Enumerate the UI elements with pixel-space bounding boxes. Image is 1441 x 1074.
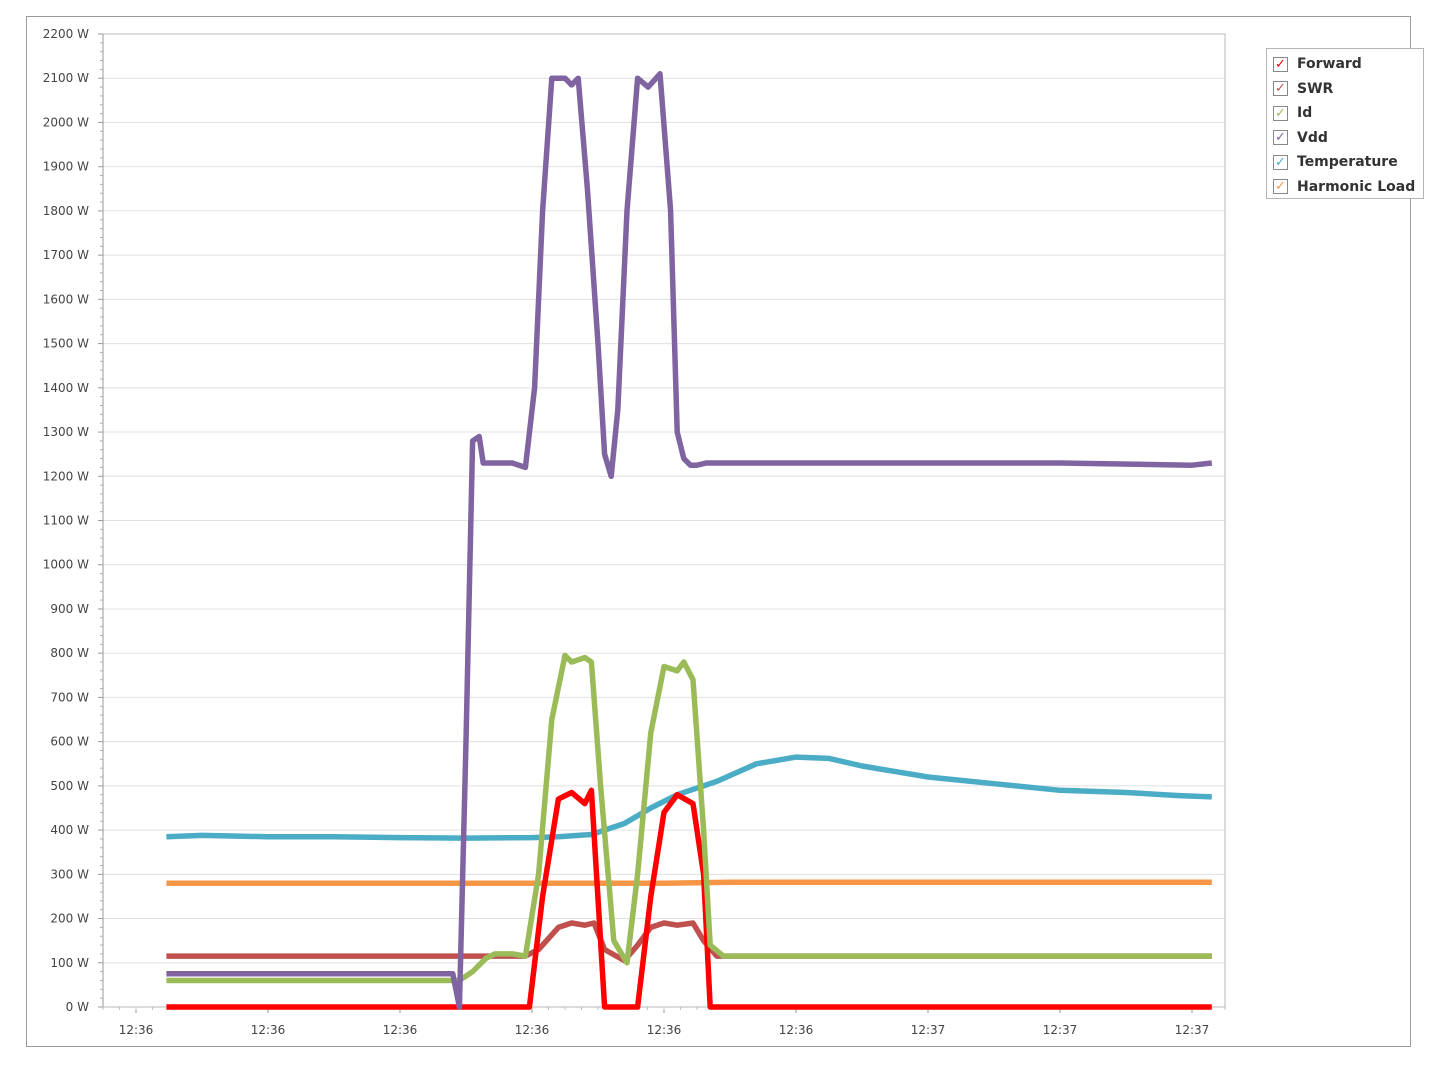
y-tick-label: 1500 W: [43, 337, 89, 351]
y-tick-label: 1600 W: [43, 292, 89, 306]
y-tick-label: 1100 W: [43, 514, 89, 528]
y-tick-label: 0 W: [66, 1000, 89, 1014]
y-tick-label: 600 W: [50, 735, 89, 749]
checkbox-icon[interactable]: ✓: [1273, 105, 1288, 121]
legend-label: Harmonic Load: [1297, 178, 1416, 195]
legend-item-temperature[interactable]: ✓ Temperature: [1273, 150, 1423, 175]
y-tick-label: 1900 W: [43, 160, 89, 174]
legend-label: Id: [1297, 105, 1313, 122]
y-tick-label: 300 W: [50, 867, 89, 881]
series-line-id: [166, 652, 1212, 984]
y-tick-label: 1800 W: [43, 204, 89, 218]
y-tick-label: 200 W: [50, 912, 89, 926]
line-chart: 0 W 100 W 200 W 300 W 400 W 500 W 600 W 700 W 80…: [43, 27, 1226, 1037]
chart-frame: 0 W 100 W 200 W 300 W 400 W 500 W 600 W 700 W 80…: [26, 16, 1424, 1047]
x-tick-label: 12:36: [119, 1023, 154, 1037]
y-tick-label: 1700 W: [43, 248, 89, 262]
x-tick-label: 12:37: [1043, 1023, 1078, 1037]
y-tick-label: 1000 W: [43, 558, 89, 572]
legend-label: Forward: [1297, 56, 1362, 73]
legend-item-swr[interactable]: ✓ SWR: [1273, 77, 1423, 102]
checkbox-icon[interactable]: ✓: [1273, 56, 1288, 72]
axes: [98, 33, 1226, 1013]
checkbox-icon[interactable]: ✓: [1273, 154, 1288, 170]
series-line-vdd: [166, 71, 1213, 1010]
series-lines: [166, 71, 1213, 1010]
y-tick-label: 500 W: [50, 779, 89, 793]
y-tick-label: 400 W: [50, 823, 89, 837]
x-tick-label: 12:36: [515, 1023, 550, 1037]
legend: ✓ Forward ✓ SWR ✓ Id ✓ Vdd ✓ Temperature ✓ Harmonic…: [1266, 48, 1424, 199]
legend-item-harmonic-load[interactable]: ✓ Harmonic Load: [1273, 175, 1423, 200]
y-tick-label: 800 W: [50, 646, 89, 660]
legend-label: Temperature: [1297, 154, 1398, 171]
legend-item-id[interactable]: ✓ Id: [1273, 101, 1423, 126]
y-tick-label: 2100 W: [43, 71, 89, 85]
x-tick-label: 12:36: [251, 1023, 286, 1037]
x-tick-label: 12:36: [647, 1023, 682, 1037]
y-tick-label: 2000 W: [43, 115, 89, 129]
y-tick-label: 1200 W: [43, 469, 89, 483]
checkbox-icon[interactable]: ✓: [1273, 81, 1288, 97]
x-tick-label: 12:36: [779, 1023, 814, 1037]
legend-label: Vdd: [1297, 129, 1328, 146]
tick-labels: 0 W 100 W 200 W 300 W 400 W 500 W 600 W 700 W 80…: [43, 27, 1210, 1037]
y-tick-label: 900 W: [50, 602, 89, 616]
y-tick-label: 100 W: [50, 956, 89, 970]
y-tick-label: 2200 W: [43, 27, 89, 41]
series-line-temperature: [166, 754, 1212, 841]
y-tick-label: 700 W: [50, 690, 89, 704]
y-tick-label: 1400 W: [43, 381, 89, 395]
gridlines: [103, 33, 1225, 1008]
legend-item-forward[interactable]: ✓ Forward: [1273, 52, 1423, 77]
checkbox-icon[interactable]: ✓: [1273, 130, 1288, 146]
x-tick-label: 12:37: [911, 1023, 946, 1037]
x-tick-label: 12:37: [1175, 1023, 1210, 1037]
x-tick-label: 12:36: [383, 1023, 418, 1037]
legend-label: SWR: [1297, 80, 1334, 97]
legend-item-vdd[interactable]: ✓ Vdd: [1273, 126, 1423, 151]
checkbox-icon[interactable]: ✓: [1273, 179, 1288, 195]
series-line-harmonic-load: [166, 879, 1212, 886]
y-tick-label: 1300 W: [43, 425, 89, 439]
series-line-forward: [166, 787, 1212, 1010]
